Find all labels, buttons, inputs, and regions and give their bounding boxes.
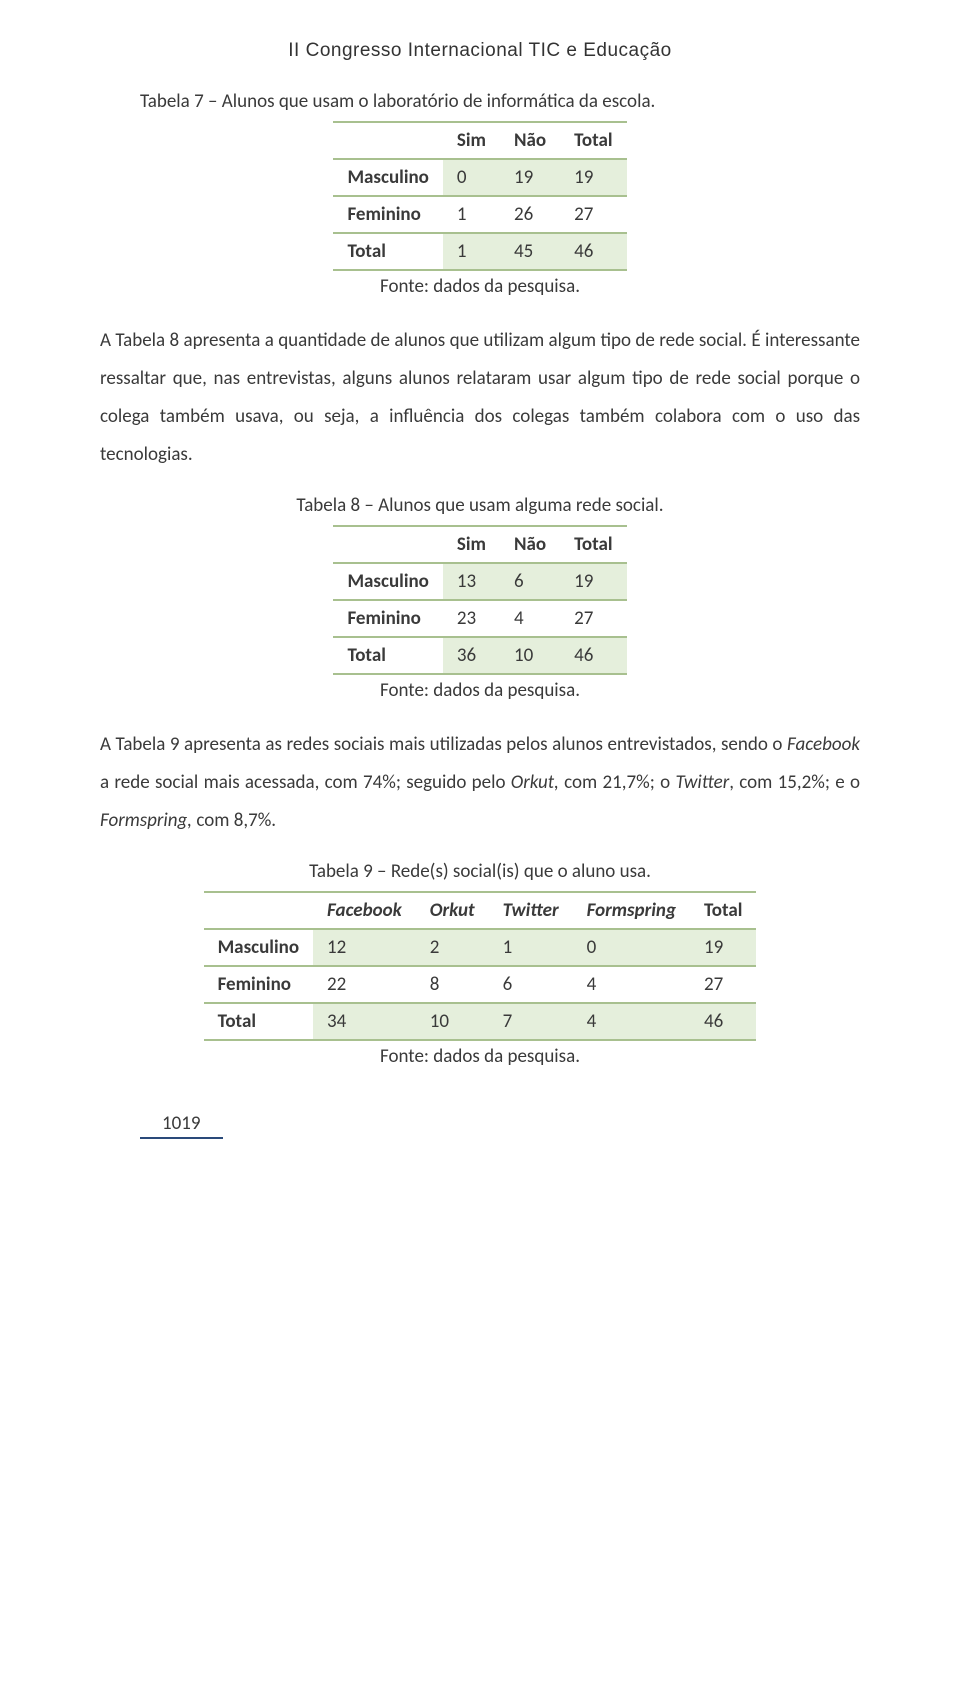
text-run: , com 15,2%; e o bbox=[729, 771, 860, 794]
italic-term: Formspring, bbox=[100, 809, 192, 832]
cell: 26 bbox=[500, 196, 560, 233]
cell: 36 bbox=[443, 637, 500, 674]
table8: SimNãoTotalMasculino13619Feminino23427To… bbox=[333, 525, 626, 675]
cell: 1 bbox=[489, 929, 573, 966]
cell: 13 bbox=[443, 563, 500, 600]
col-header: Sim bbox=[443, 526, 500, 563]
cell: 2 bbox=[416, 929, 489, 966]
table-row: Masculino13619 bbox=[333, 563, 626, 600]
row-label-total: Total bbox=[333, 233, 442, 270]
table-corner bbox=[333, 122, 442, 159]
cell: 4 bbox=[500, 600, 560, 637]
table-row: Masculino1221019 bbox=[204, 929, 757, 966]
row-label: Masculino bbox=[333, 563, 442, 600]
text-run: com 8,7%. bbox=[192, 809, 276, 832]
table7-source: Fonte: dados da pesquisa. bbox=[100, 275, 860, 298]
paragraph-2: A Tabela 9 apresenta as redes sociais ma… bbox=[100, 726, 860, 840]
text-run: a rede social mais acessada, com 74%; se… bbox=[100, 771, 511, 794]
table-row: Feminino23427 bbox=[333, 600, 626, 637]
cell: 6 bbox=[489, 966, 573, 1003]
col-header: Orkut bbox=[416, 892, 489, 929]
page: II Congresso Internacional TIC e Educaçã… bbox=[0, 0, 960, 1179]
row-label-total: Total bbox=[333, 637, 442, 674]
cell: 46 bbox=[560, 637, 626, 674]
row-label: Masculino bbox=[204, 929, 313, 966]
text-run: com 21,7%; o bbox=[559, 771, 676, 794]
paragraph-1: A Tabela 8 apresenta a quantidade de alu… bbox=[100, 322, 860, 474]
col-header: Facebook bbox=[313, 892, 416, 929]
table9-caption: Tabela 9 – Rede(s) social(is) que o alun… bbox=[100, 860, 860, 883]
cell: 27 bbox=[560, 600, 626, 637]
italic-term: Orkut, bbox=[511, 771, 559, 794]
cell: 34 bbox=[313, 1003, 416, 1040]
conference-header: II Congresso Internacional TIC e Educaçã… bbox=[100, 40, 860, 62]
row-label-total: Total bbox=[204, 1003, 313, 1040]
table7: SimNãoTotalMasculino01919Feminino12627To… bbox=[333, 121, 626, 271]
col-header: Não bbox=[500, 122, 560, 159]
cell: 12 bbox=[313, 929, 416, 966]
col-header: Formspring bbox=[573, 892, 690, 929]
cell: 10 bbox=[500, 637, 560, 674]
cell: 10 bbox=[416, 1003, 489, 1040]
cell: 19 bbox=[500, 159, 560, 196]
cell: 8 bbox=[416, 966, 489, 1003]
table-total-row: Total34107446 bbox=[204, 1003, 757, 1040]
cell: 19 bbox=[690, 929, 756, 966]
text-run: A Tabela 9 apresenta as redes sociais ma… bbox=[100, 733, 787, 756]
table-corner bbox=[204, 892, 313, 929]
cell: 27 bbox=[560, 196, 626, 233]
table8-source: Fonte: dados da pesquisa. bbox=[100, 679, 860, 702]
table-corner bbox=[333, 526, 442, 563]
col-header: Twitter bbox=[489, 892, 573, 929]
col-header: Total bbox=[560, 122, 626, 159]
cell: 1 bbox=[443, 233, 500, 270]
table-row: Masculino01919 bbox=[333, 159, 626, 196]
table9: FacebookOrkutTwitterFormspringTotalMascu… bbox=[204, 891, 757, 1041]
cell: 46 bbox=[690, 1003, 756, 1040]
cell: 19 bbox=[560, 563, 626, 600]
cell: 22 bbox=[313, 966, 416, 1003]
cell: 46 bbox=[560, 233, 626, 270]
row-label: Feminino bbox=[333, 600, 442, 637]
col-header: Total bbox=[690, 892, 756, 929]
row-label: Feminino bbox=[204, 966, 313, 1003]
row-label: Feminino bbox=[333, 196, 442, 233]
cell: 7 bbox=[489, 1003, 573, 1040]
cell: 0 bbox=[443, 159, 500, 196]
page-number: 1019 bbox=[140, 1108, 223, 1139]
cell: 0 bbox=[573, 929, 690, 966]
col-header: Sim bbox=[443, 122, 500, 159]
cell: 27 bbox=[690, 966, 756, 1003]
italic-term: Twitter bbox=[675, 771, 729, 794]
cell: 45 bbox=[500, 233, 560, 270]
table-total-row: Total361046 bbox=[333, 637, 626, 674]
page-number-wrap: 1019 bbox=[140, 1108, 860, 1139]
table-row: Feminino12627 bbox=[333, 196, 626, 233]
italic-term: Facebook bbox=[787, 733, 860, 756]
table7-caption: Tabela 7 – Alunos que usam o laboratório… bbox=[100, 90, 860, 113]
row-label: Masculino bbox=[333, 159, 442, 196]
cell: 4 bbox=[573, 966, 690, 1003]
cell: 6 bbox=[500, 563, 560, 600]
cell: 1 bbox=[443, 196, 500, 233]
col-header: Não bbox=[500, 526, 560, 563]
table9-source: Fonte: dados da pesquisa. bbox=[100, 1045, 860, 1068]
col-header: Total bbox=[560, 526, 626, 563]
cell: 23 bbox=[443, 600, 500, 637]
table-row: Feminino2286427 bbox=[204, 966, 757, 1003]
table8-caption: Tabela 8 – Alunos que usam alguma rede s… bbox=[100, 494, 860, 517]
table-total-row: Total14546 bbox=[333, 233, 626, 270]
cell: 4 bbox=[573, 1003, 690, 1040]
cell: 19 bbox=[560, 159, 626, 196]
